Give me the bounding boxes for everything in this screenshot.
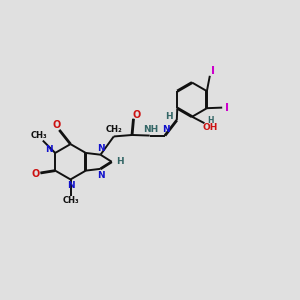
Text: H: H xyxy=(207,116,214,125)
Text: N: N xyxy=(97,144,105,153)
Text: CH₃: CH₃ xyxy=(31,131,48,140)
Text: O: O xyxy=(133,110,141,120)
Text: OH: OH xyxy=(203,123,218,132)
Text: I: I xyxy=(212,66,215,76)
Text: O: O xyxy=(31,169,39,178)
Text: O: O xyxy=(52,120,61,130)
Text: N: N xyxy=(162,124,170,134)
Text: H: H xyxy=(116,157,124,166)
Text: N: N xyxy=(67,182,74,190)
Text: CH₃: CH₃ xyxy=(62,196,79,206)
Text: I: I xyxy=(225,103,229,112)
Text: H: H xyxy=(165,112,173,121)
Text: CH₂: CH₂ xyxy=(105,125,122,134)
Text: N: N xyxy=(45,146,52,154)
Text: N: N xyxy=(97,171,105,180)
Text: NH: NH xyxy=(143,124,158,134)
